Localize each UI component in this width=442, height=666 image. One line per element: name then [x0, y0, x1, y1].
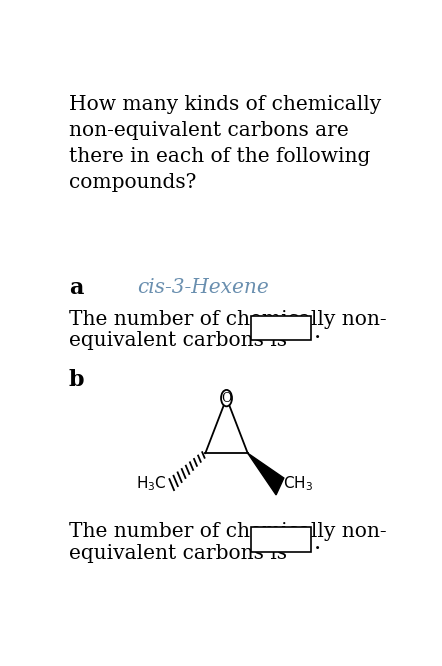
Circle shape	[221, 390, 232, 406]
Polygon shape	[248, 453, 284, 495]
Text: The number of chemically non-: The number of chemically non-	[69, 522, 387, 541]
Text: .: .	[314, 321, 321, 343]
Text: .: .	[314, 532, 321, 554]
Text: How many kinds of chemically
non-equivalent carbons are
there in each of the fol: How many kinds of chemically non-equival…	[69, 95, 381, 192]
Text: cis-3-Hexene: cis-3-Hexene	[137, 278, 269, 297]
Text: The number of chemically non-: The number of chemically non-	[69, 310, 387, 328]
Text: a: a	[69, 276, 84, 298]
Text: $\mathregular{CH_3}$: $\mathregular{CH_3}$	[283, 475, 313, 494]
FancyBboxPatch shape	[251, 527, 311, 551]
Text: b: b	[69, 369, 84, 391]
FancyBboxPatch shape	[251, 316, 311, 340]
Text: $\mathregular{H_3C}$: $\mathregular{H_3C}$	[136, 475, 166, 494]
Text: equivalent carbons is: equivalent carbons is	[69, 543, 287, 563]
Text: O: O	[221, 392, 232, 405]
Text: equivalent carbons is: equivalent carbons is	[69, 331, 287, 350]
